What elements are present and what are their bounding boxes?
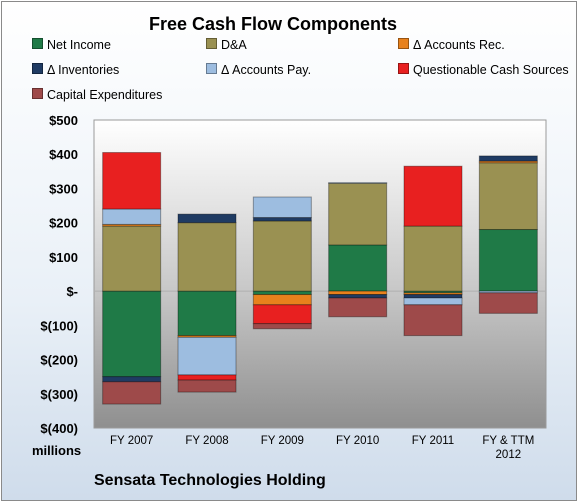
bar-segment-accounts-pay <box>102 208 162 225</box>
chart-title: Free Cash Flow Components <box>148 14 398 34</box>
legend-item: Questionable Cash Sources <box>398 63 569 77</box>
x-tick-label: FY 2009 <box>261 435 304 447</box>
x-tick-label: FY 2007 <box>110 435 153 447</box>
bar-segment-capital-expenditures <box>403 304 463 337</box>
bar-segment-accounts-pay <box>328 182 388 184</box>
bar-segment-net-income <box>252 290 312 296</box>
bar-segment-d-a <box>252 220 312 292</box>
bar-segment-questionable-cash-sources <box>177 374 237 381</box>
legend-swatch <box>32 63 43 74</box>
legend-label: Δ Accounts Rec. <box>413 38 505 52</box>
legend-swatch <box>398 63 409 74</box>
bar-segment-inventories <box>252 217 312 222</box>
legend-label: Net Income <box>47 38 111 52</box>
bar-segment-capital-expenditures <box>328 297 388 318</box>
legend-item: Capital Expenditures <box>32 88 162 102</box>
legend-swatch <box>32 38 43 49</box>
bar-segment-net-income <box>478 229 538 292</box>
y-tick-label: $400 <box>49 147 78 162</box>
x-tick-label: FY 2011 <box>412 435 454 447</box>
y-tick-label: $200 <box>49 216 78 231</box>
legend-label: Questionable Cash Sources <box>413 63 569 77</box>
legend-item: Δ Inventories <box>32 63 119 77</box>
x-tick-label: FY & TTM <box>482 435 534 447</box>
legend-label: Δ Inventories <box>47 63 120 77</box>
legend-item: Δ Accounts Rec. <box>398 38 505 52</box>
bar-segment-d-a <box>328 182 388 246</box>
y-tick-label: $- <box>66 284 78 299</box>
x-tick-label: FY 2008 <box>185 435 228 447</box>
bar-segment-net-income <box>102 290 162 378</box>
bar-segment-inventories <box>177 213 237 224</box>
bar-segment-capital-expenditures <box>177 379 237 393</box>
y-tick-label: $100 <box>49 250 78 265</box>
bar-segment-d-a <box>478 162 538 231</box>
bar-segment-inventories <box>403 294 463 299</box>
bar-segment-net-income <box>177 290 237 337</box>
bar-segment-inventories <box>102 376 162 383</box>
bar-segment-inventories <box>478 155 538 162</box>
bar-segment-inventories <box>328 294 388 299</box>
y-tick-label: $500 <box>49 113 78 128</box>
legend-item: Net Income <box>32 38 111 52</box>
bar-segment-accounts-pay <box>403 297 463 306</box>
bar-segment-accounts-rec <box>252 294 312 306</box>
y-tick-label: $300 <box>49 181 78 196</box>
legend-label: Capital Expenditures <box>47 88 163 102</box>
bar-segment-d-a <box>177 222 237 292</box>
bar-segment-capital-expenditures <box>102 381 162 405</box>
legend-swatch <box>206 63 217 74</box>
y-tick-label: $(100) <box>40 318 78 333</box>
bar-segment-accounts-rec <box>328 290 388 296</box>
x-tick-label: FY 2010 <box>336 435 379 447</box>
legend-item: D&A <box>206 38 247 52</box>
units-label: millions <box>32 443 82 458</box>
bar-segment-questionable-cash-sources <box>252 304 312 325</box>
y-tick-label: $(200) <box>40 353 78 368</box>
bar-segment-net-income <box>328 244 388 292</box>
company-name: Sensata Technologies Holding <box>94 472 326 489</box>
bar-segment-questionable-cash-sources <box>403 165 463 227</box>
legend-swatch <box>206 38 217 49</box>
y-tick-label: $(400) <box>40 421 78 436</box>
bar-segment-accounts-pay <box>252 196 312 219</box>
legend-swatch <box>398 38 409 49</box>
x-tick-label: 2012 <box>496 449 522 461</box>
y-tick-label: $(300) <box>40 387 78 402</box>
legend-label: D&A <box>221 38 247 52</box>
legend-swatch <box>32 88 43 99</box>
bar-segment-capital-expenditures <box>252 323 312 330</box>
plot-area <box>93 119 547 429</box>
bar-segment-accounts-pay <box>177 336 237 376</box>
legend-item: Δ Accounts Pay. <box>206 63 311 77</box>
bar-segment-d-a <box>102 225 162 292</box>
bar-segment-questionable-cash-sources <box>102 152 162 210</box>
bar-segment-capital-expenditures <box>478 292 538 314</box>
legend-label: Δ Accounts Pay. <box>221 63 312 77</box>
bar-segment-d-a <box>403 225 463 292</box>
